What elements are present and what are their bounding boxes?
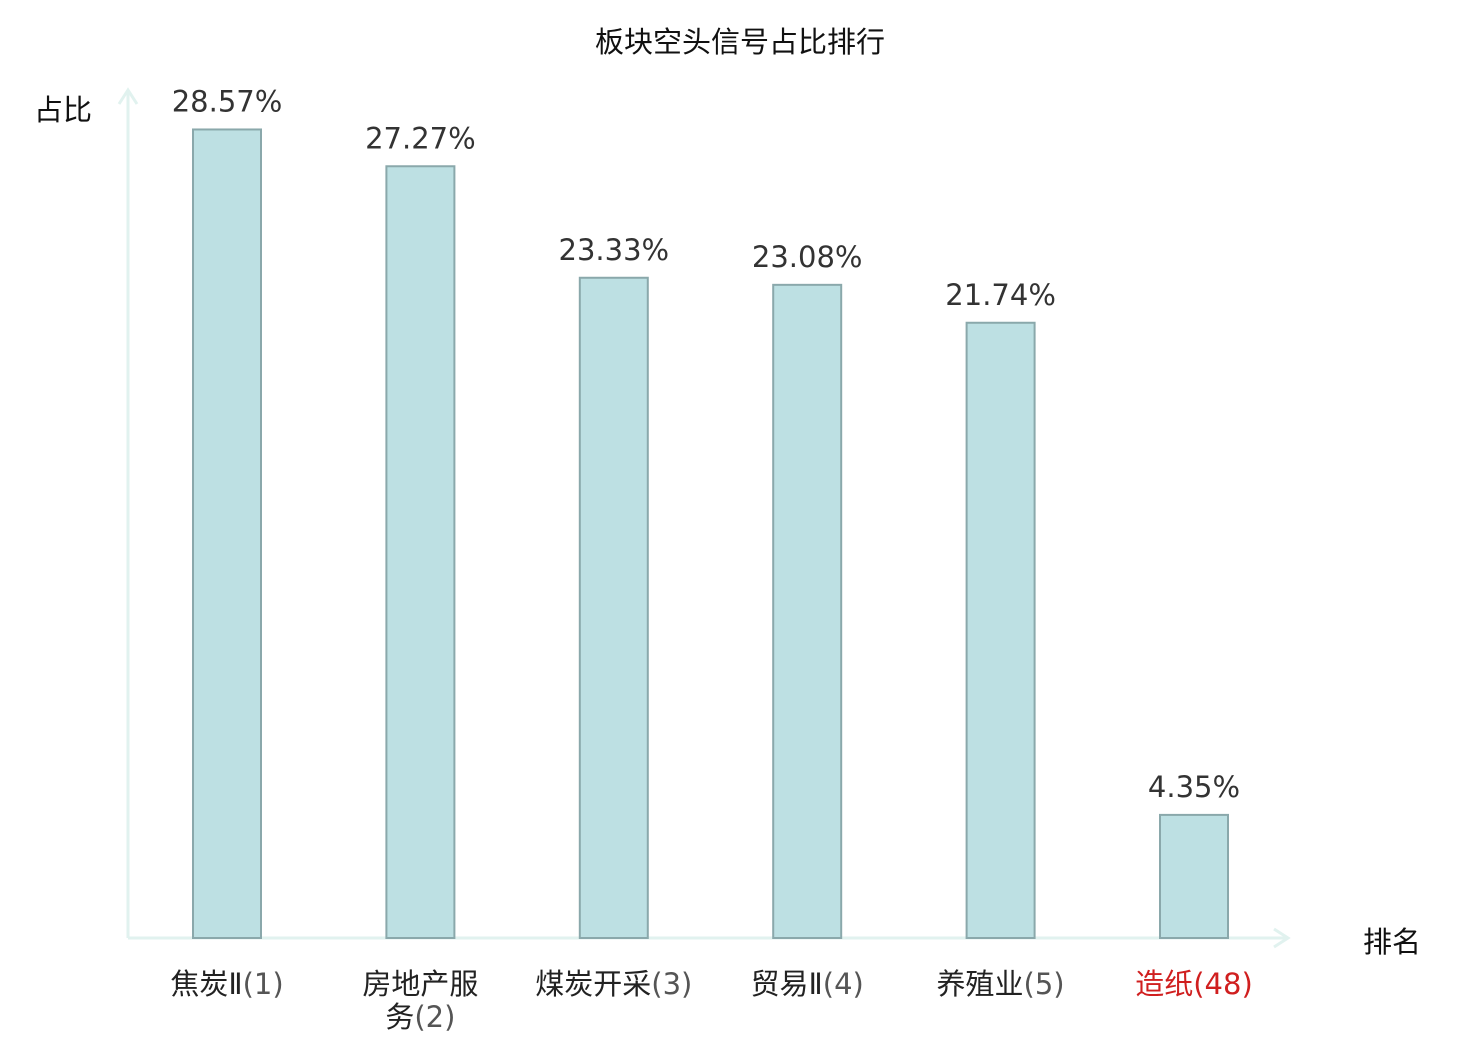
category-labels-group: 焦炭Ⅱ(1) 房地产服务(2) 煤炭开采(3) 贸易Ⅱ(4) 养殖业(5) 造纸(48) — [170, 967, 1252, 1034]
bar-value-label: 28.57% — [172, 84, 283, 118]
category-name: 房地产服 — [362, 967, 478, 1001]
category-rank: (3) — [651, 967, 692, 1001]
category-label: 造纸(48) — [1135, 967, 1253, 1001]
bar — [1159, 813, 1229, 940]
value-labels-group: 28.57% 27.27% 23.33% 23.08% 21.74% 4.35% — [172, 84, 1240, 803]
category-rank: (48) — [1193, 967, 1253, 1001]
x-axis-arrow-icon — [1273, 927, 1291, 949]
axes — [117, 87, 1291, 949]
category-name: 焦炭Ⅱ — [170, 967, 242, 1001]
category-label: 贸易Ⅱ(4) — [751, 967, 864, 1001]
y-axis-label: 占比 — [34, 93, 92, 127]
bar-value-label: 27.27% — [365, 121, 476, 155]
bar-value-label: 23.08% — [752, 240, 863, 274]
bar — [385, 165, 456, 940]
category-rank: (1) — [243, 967, 284, 1001]
bar-value-label: 4.35% — [1148, 770, 1240, 804]
bar — [578, 276, 649, 939]
category-label: 焦炭Ⅱ(1) — [170, 967, 283, 1001]
category-label: 煤炭开采(3) — [535, 967, 692, 1001]
bar — [192, 128, 262, 939]
bar-value-label: 21.74% — [945, 278, 1056, 312]
x-axis-label: 排名 — [1363, 925, 1421, 959]
bar — [965, 321, 1036, 939]
category-name: 造纸 — [1135, 967, 1193, 1001]
category-name: 务 — [385, 1000, 414, 1034]
category-rank: (5) — [1024, 967, 1065, 1001]
category-name: 养殖业 — [937, 967, 1024, 1001]
chart-title: 板块空头信号占比排行 — [595, 25, 885, 59]
category-rank: (2) — [414, 1000, 455, 1034]
y-axis-arrow-icon — [117, 87, 139, 105]
bar-value-label: 23.33% — [559, 233, 670, 267]
category-label: 养殖业(5) — [937, 967, 1065, 1001]
bar — [772, 283, 843, 939]
category-label: 房地产服务(2) — [362, 967, 478, 1034]
category-name: 贸易Ⅱ — [751, 967, 823, 1001]
category-rank: (4) — [823, 967, 864, 1001]
category-name: 煤炭开采 — [535, 967, 651, 1001]
bars-group — [192, 128, 1229, 940]
